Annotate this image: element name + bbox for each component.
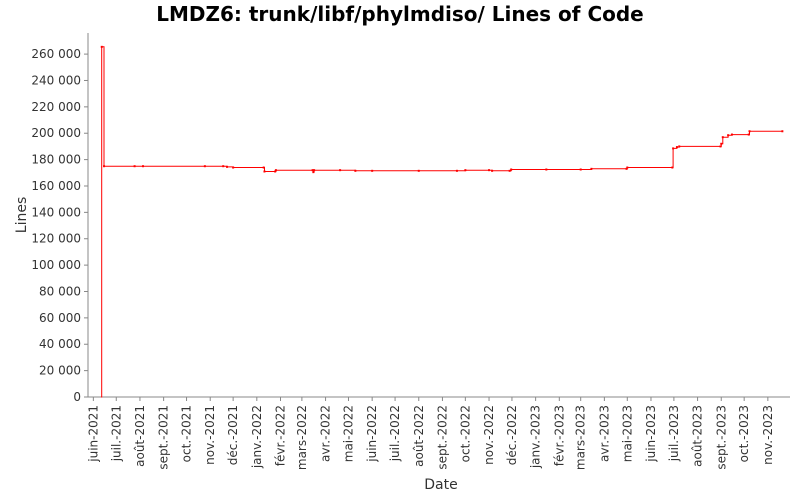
data-point xyxy=(719,145,722,148)
y-tick-label: 180 000 xyxy=(31,153,81,167)
x-axis-title: Date xyxy=(424,477,457,493)
data-point xyxy=(263,170,266,173)
x-tick-label: nov.-2022 xyxy=(482,405,496,465)
series-points xyxy=(100,45,784,174)
data-point xyxy=(720,142,723,145)
data-point xyxy=(625,167,628,170)
data-point xyxy=(203,165,206,168)
chart-title: LMDZ6: trunk/libf/phylmdiso/ Lines of Co… xyxy=(156,2,644,26)
data-point xyxy=(141,165,144,168)
data-point xyxy=(226,165,229,168)
data-point xyxy=(417,169,420,172)
data-point xyxy=(727,134,730,137)
data-point xyxy=(671,166,674,169)
data-point xyxy=(371,169,374,172)
x-tick-label: oct.-2023 xyxy=(737,405,751,462)
y-tick-label: 160 000 xyxy=(31,179,81,193)
data-point xyxy=(781,130,784,133)
data-point xyxy=(488,169,491,172)
data-point xyxy=(464,169,467,172)
data-point xyxy=(311,169,314,172)
x-tick-label: juin-2022 xyxy=(365,405,379,463)
y-tick-label: 0 xyxy=(73,390,81,404)
y-tick-label: 20 000 xyxy=(39,364,81,378)
y-tick-label: 40 000 xyxy=(39,337,81,351)
data-point xyxy=(313,169,316,172)
data-point xyxy=(133,165,136,168)
x-tick-label: avr.-2022 xyxy=(319,405,333,462)
x-tick-label: août-2022 xyxy=(412,405,426,467)
x-tick-label: mai-2023 xyxy=(620,405,634,462)
data-point xyxy=(339,169,342,172)
y-tick-label: 80 000 xyxy=(39,284,81,298)
data-point xyxy=(748,130,751,133)
y-tick-label: 60 000 xyxy=(39,311,81,325)
x-tick-label: janv.-2023 xyxy=(529,405,543,469)
data-point xyxy=(672,147,675,150)
data-point xyxy=(491,169,494,172)
data-point xyxy=(232,166,235,169)
data-point xyxy=(678,145,681,148)
x-axis: juin-2021 juil.-2021 août-2021 sept.-2021 oc… xyxy=(86,397,775,470)
x-tick-label: oct.-2021 xyxy=(180,405,194,462)
x-tick-label: mai-2022 xyxy=(341,405,355,462)
x-tick-label: sept.-2022 xyxy=(435,405,449,470)
data-point xyxy=(721,136,724,139)
x-tick-label: juil.-2021 xyxy=(109,405,123,462)
data-point xyxy=(354,169,357,172)
x-tick-label: nov.-2021 xyxy=(203,405,217,465)
data-point xyxy=(590,167,593,170)
plot-background xyxy=(88,33,790,397)
x-tick-label: déc.-2022 xyxy=(505,405,519,465)
y-tick-label: 140 000 xyxy=(31,205,81,219)
x-tick-label: juin-2021 xyxy=(86,405,100,463)
data-point xyxy=(262,166,265,169)
y-axis: 0 20 000 40 000 60 000 80 000 100 000 120 000 1… xyxy=(31,47,88,404)
data-point xyxy=(312,171,315,174)
y-tick-label: 120 000 xyxy=(31,232,81,246)
x-tick-label: oct.-2022 xyxy=(458,405,472,462)
x-tick-label: juil.-2023 xyxy=(667,405,681,462)
y-axis-title: Lines xyxy=(14,197,30,233)
data-point xyxy=(579,168,582,171)
data-point xyxy=(626,166,629,169)
data-point xyxy=(274,169,277,172)
x-tick-label: déc.-2021 xyxy=(226,405,240,465)
x-tick-label: juin-2023 xyxy=(644,405,658,463)
x-tick-label: janv.-2022 xyxy=(250,405,264,469)
y-tick-label: 240 000 xyxy=(31,73,81,87)
x-tick-label: avr.-2023 xyxy=(597,405,611,462)
data-point xyxy=(222,165,225,168)
data-point xyxy=(747,133,750,136)
x-tick-label: sept.-2021 xyxy=(157,405,171,470)
y-tick-label: 220 000 xyxy=(31,100,81,114)
x-tick-label: nov.-2023 xyxy=(761,405,775,465)
x-tick-label: févr.-2023 xyxy=(552,405,566,466)
y-tick-label: 100 000 xyxy=(31,258,81,272)
data-point xyxy=(675,146,678,149)
data-point xyxy=(103,165,106,168)
data-point xyxy=(510,168,513,171)
x-tick-label: mars-2023 xyxy=(574,405,588,470)
x-tick-label: mars-2022 xyxy=(295,405,309,470)
x-tick-label: juil.-2022 xyxy=(388,405,402,462)
y-tick-label: 260 000 xyxy=(31,47,81,61)
x-tick-label: août-2021 xyxy=(133,405,147,467)
y-tick-label: 200 000 xyxy=(31,126,81,140)
data-point xyxy=(274,170,277,173)
data-point xyxy=(455,169,458,172)
x-tick-label: août-2023 xyxy=(691,405,705,467)
x-tick-label: sept.-2023 xyxy=(714,405,728,470)
data-point xyxy=(730,133,733,136)
data-point xyxy=(508,169,511,172)
data-point xyxy=(545,168,548,171)
x-tick-label: févr.-2022 xyxy=(273,405,287,466)
data-point xyxy=(100,45,103,48)
